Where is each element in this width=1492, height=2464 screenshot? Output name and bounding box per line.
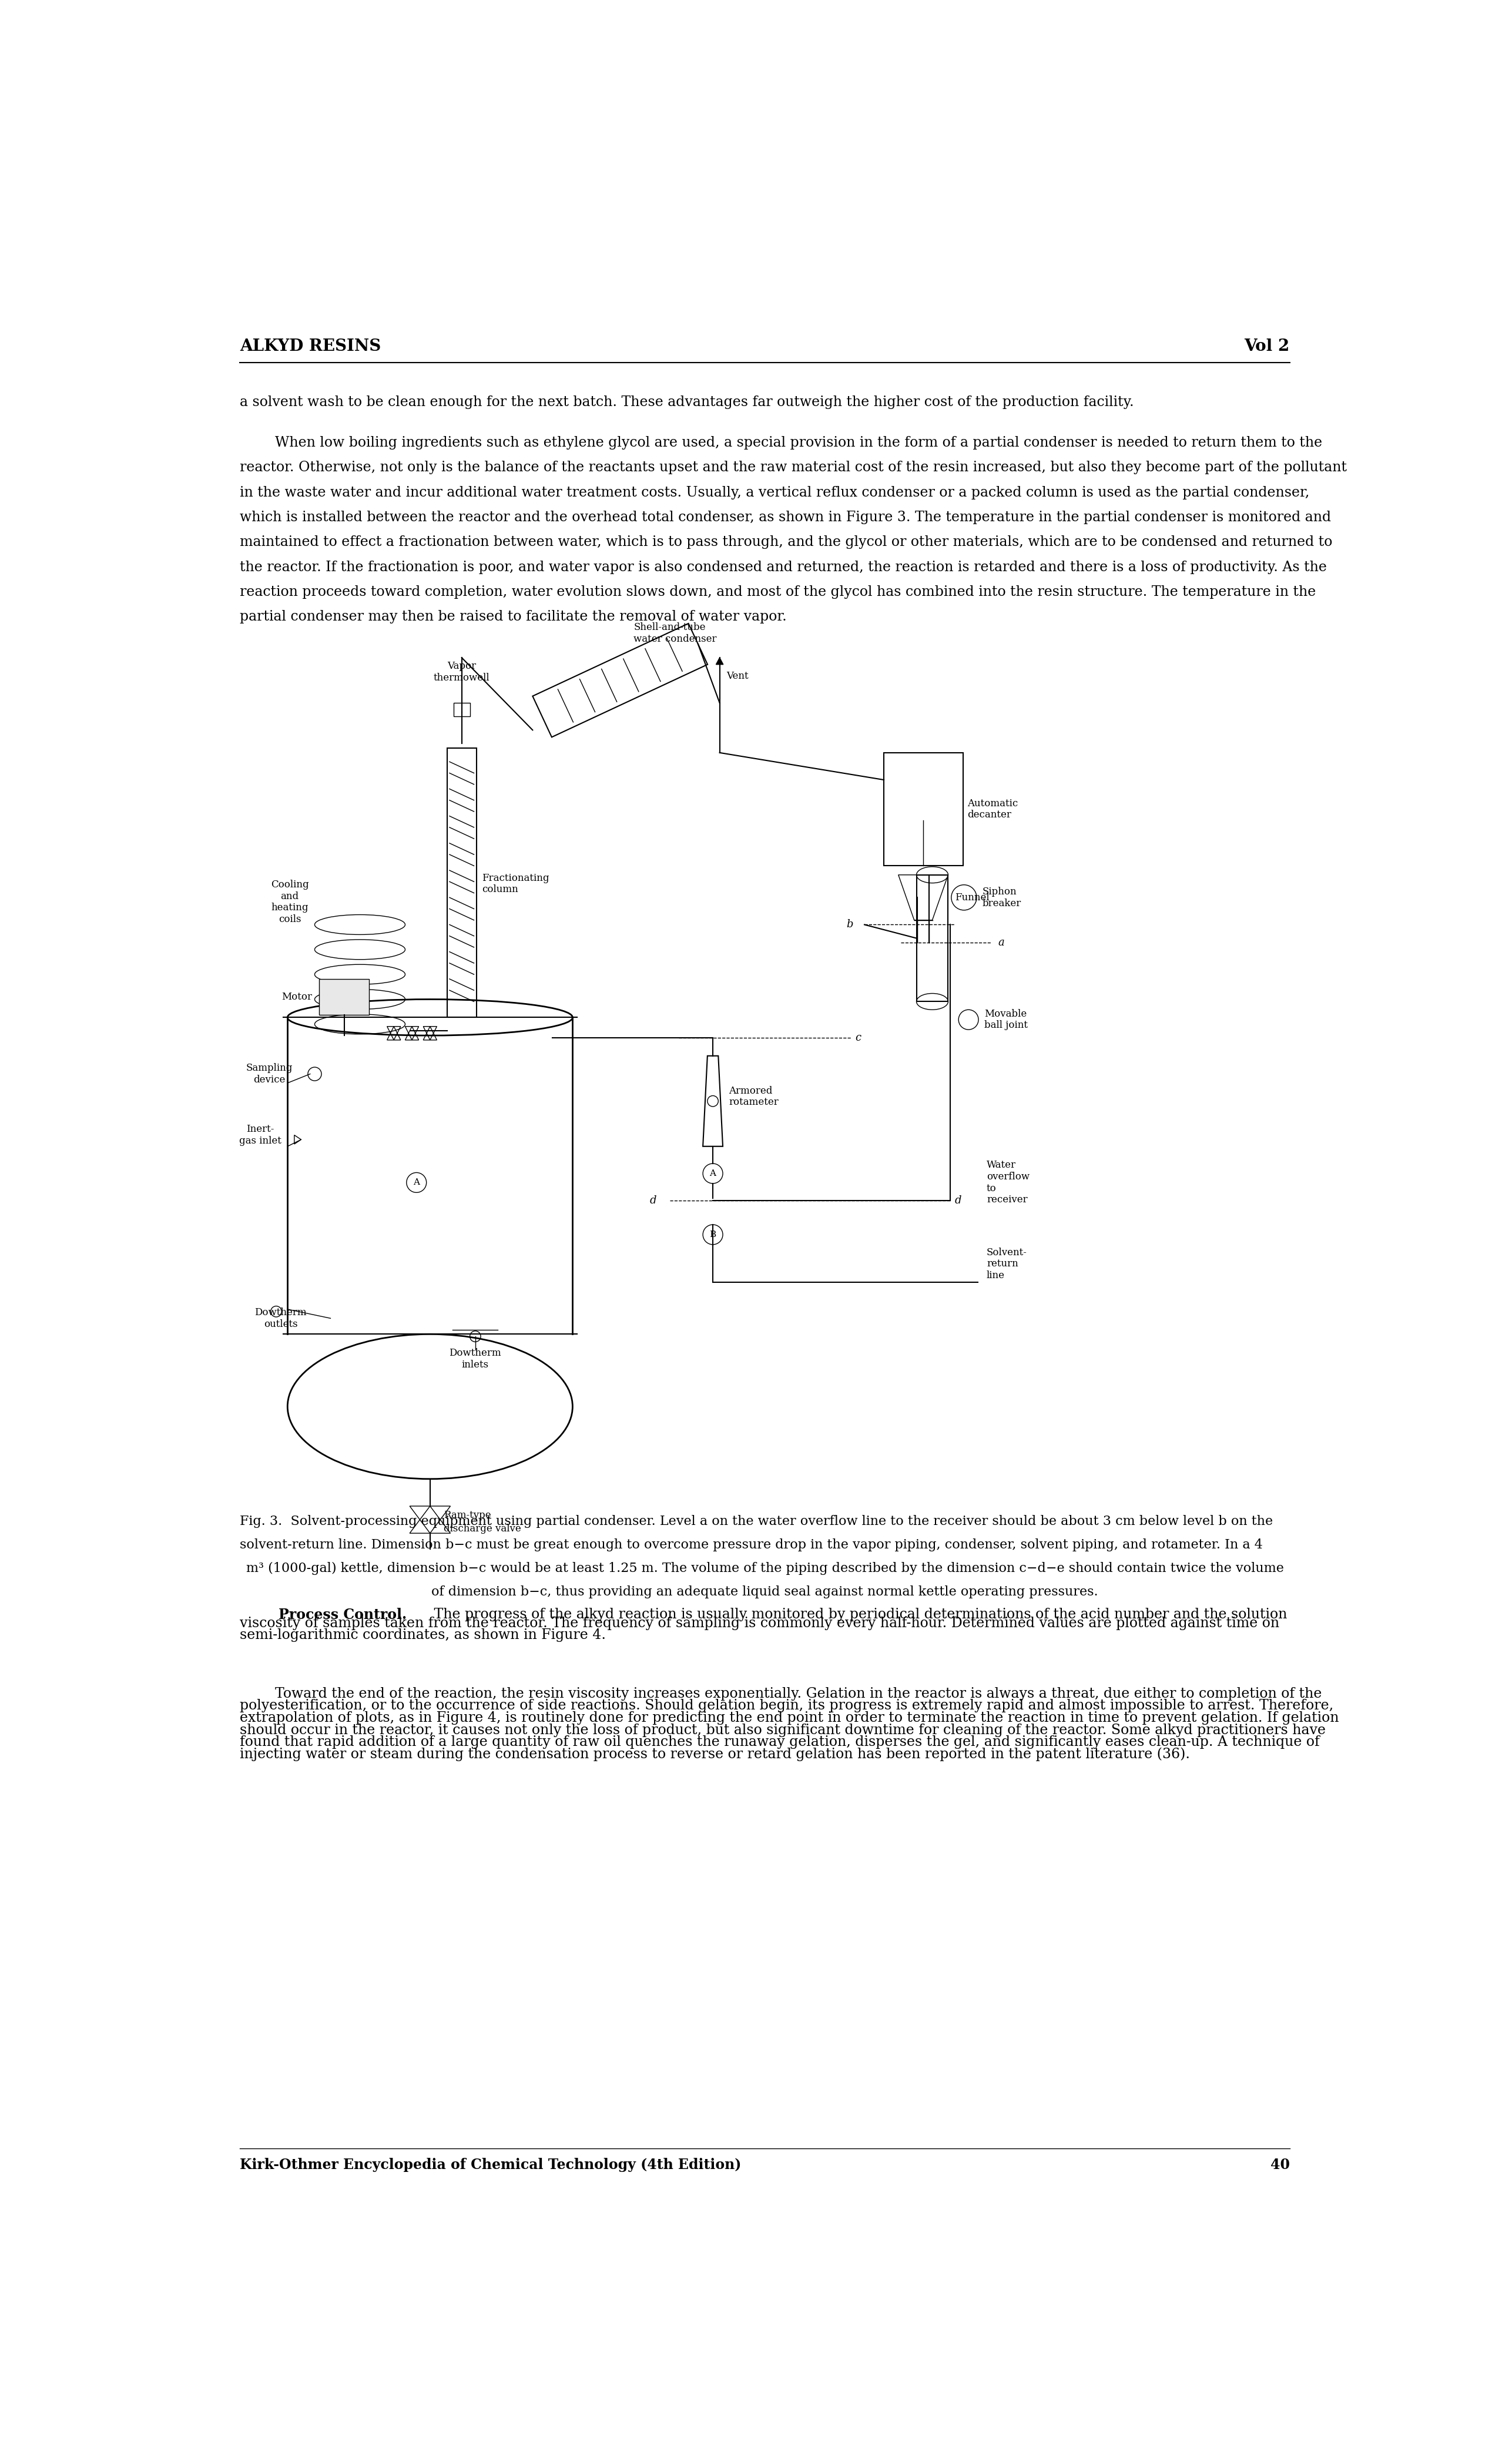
Text: Dowtherm
inlets: Dowtherm inlets xyxy=(449,1348,501,1370)
Text: Process Control.: Process Control. xyxy=(240,1609,407,1621)
Text: A: A xyxy=(710,1170,716,1178)
Text: in the waste water and incur additional water treatment costs. Usually, a vertic: in the waste water and incur additional … xyxy=(240,485,1310,500)
Text: Fractionating
column: Fractionating column xyxy=(482,872,549,894)
Text: A: A xyxy=(413,1178,419,1188)
Text: Funnel: Funnel xyxy=(955,892,989,902)
Text: viscosity of samples taken from the reactor. The frequency of sampling is common: viscosity of samples taken from the reac… xyxy=(240,1616,1280,1629)
Text: a solvent wash to be clean enough for the next batch. These advantages far outwe: a solvent wash to be clean enough for th… xyxy=(240,394,1134,409)
Text: extrapolation of plots, as in Figure 4, is routinely done for predicting the end: extrapolation of plots, as in Figure 4, … xyxy=(240,1710,1340,1725)
Text: Dowtherm
outlets: Dowtherm outlets xyxy=(255,1308,307,1328)
Text: injecting water or steam during the condensation process to reverse or retard ge: injecting water or steam during the cond… xyxy=(240,1747,1191,1762)
Polygon shape xyxy=(716,658,724,665)
Text: should occur in the reactor, it causes not only the loss of product, but also si: should occur in the reactor, it causes n… xyxy=(240,1722,1326,1737)
Text: b: b xyxy=(846,919,853,929)
Text: Armored
rotameter: Armored rotameter xyxy=(728,1087,779,1106)
Text: c: c xyxy=(855,1032,861,1042)
Text: Cooling
and
heating
coils: Cooling and heating coils xyxy=(270,880,309,924)
Bar xyxy=(319,978,369,1015)
Text: m³ (1000-gal) kettle, dimension b−c would be at least 1.25 m. The volume of the : m³ (1000-gal) kettle, dimension b−c woul… xyxy=(246,1562,1283,1574)
Text: Shell-and-tube
water condenser: Shell-and-tube water condenser xyxy=(634,623,716,643)
Text: Vent: Vent xyxy=(727,670,749,680)
Text: When low boiling ingredients such as ethylene glycol are used, a special provisi: When low boiling ingredients such as eth… xyxy=(240,436,1322,448)
Text: discharge valve: discharge valve xyxy=(443,1523,521,1533)
Text: d: d xyxy=(649,1195,656,1205)
Text: Automatic
decanter: Automatic decanter xyxy=(967,798,1018,821)
Text: Toward the end of the reaction, the resin viscosity increases exponentially. Gel: Toward the end of the reaction, the resi… xyxy=(240,1688,1322,1700)
Text: Vol 2: Vol 2 xyxy=(1244,338,1289,355)
Text: Movable
ball joint: Movable ball joint xyxy=(985,1008,1028,1030)
Text: Vapor
thermowell: Vapor thermowell xyxy=(434,660,489,683)
Text: partial condenser may then be raised to facilitate the removal of water vapor.: partial condenser may then be raised to … xyxy=(240,611,786,623)
Text: B: B xyxy=(710,1230,716,1239)
Text: the reactor. If the fractionation is poor, and water vapor is also condensed and: the reactor. If the fractionation is poo… xyxy=(240,559,1326,574)
Bar xyxy=(448,749,476,1018)
Text: 40: 40 xyxy=(1270,2158,1289,2171)
Text: The progress of the alkyd reaction is usually monitored by periodical determinat: The progress of the alkyd reaction is us… xyxy=(421,1609,1288,1621)
Text: a: a xyxy=(998,936,1004,949)
Text: Siphon
breaker: Siphon breaker xyxy=(982,887,1021,909)
Text: which is installed between the reactor and the overhead total condenser, as show: which is installed between the reactor a… xyxy=(240,510,1331,525)
Text: Water
overflow
to
receiver: Water overflow to receiver xyxy=(986,1161,1029,1205)
Text: Sampling
device: Sampling device xyxy=(246,1062,292,1084)
Text: Ram-type: Ram-type xyxy=(443,1510,491,1520)
Text: Motor: Motor xyxy=(282,993,312,1003)
Text: polyesterification, or to the occurrence of side reactions. Should gelation begi: polyesterification, or to the occurrence… xyxy=(240,1700,1334,1712)
Text: solvent-return line. Dimension b−c must be great enough to overcome pressure dro: solvent-return line. Dimension b−c must … xyxy=(240,1538,1264,1552)
Text: Solvent-
return
line: Solvent- return line xyxy=(986,1247,1026,1281)
Bar xyxy=(454,702,470,717)
Text: found that rapid addition of a large quantity of raw oil quenches the runaway ge: found that rapid addition of a large qua… xyxy=(240,1735,1320,1749)
Text: Kirk-Othmer Encyclopedia of Chemical Technology (4th Edition): Kirk-Othmer Encyclopedia of Chemical Tec… xyxy=(240,2158,742,2171)
Bar xyxy=(883,752,962,865)
Text: maintained to effect a fractionation between water, which is to pass through, an: maintained to effect a fractionation bet… xyxy=(240,535,1332,549)
Text: semi-logarithmic coordinates, as shown in Figure 4.: semi-logarithmic coordinates, as shown i… xyxy=(240,1629,606,1641)
Text: of dimension b−c, thus providing an adequate liquid seal against normal kettle o: of dimension b−c, thus providing an adeq… xyxy=(431,1587,1098,1599)
Bar xyxy=(916,875,947,1000)
Text: Fig. 3.  Solvent-processing equipment using partial condenser. Level a on the wa: Fig. 3. Solvent-processing equipment usi… xyxy=(240,1515,1273,1528)
Text: reactor. Otherwise, not only is the balance of the reactants upset and the raw m: reactor. Otherwise, not only is the bala… xyxy=(240,461,1347,476)
Text: Inert-
gas inlet: Inert- gas inlet xyxy=(239,1124,282,1146)
Text: ALKYD RESINS: ALKYD RESINS xyxy=(240,338,380,355)
Text: reaction proceeds toward completion, water evolution slows down, and most of the: reaction proceeds toward completion, wat… xyxy=(240,586,1316,599)
Text: d: d xyxy=(955,1195,962,1205)
